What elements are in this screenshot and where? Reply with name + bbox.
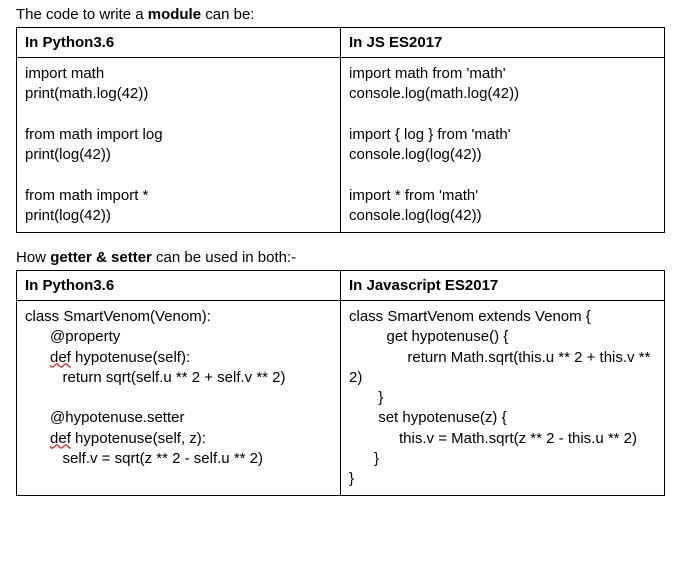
code-line: set hypotenuse(z) { [349, 409, 507, 426]
code-line-rest: hypotenuse(self): [71, 349, 190, 366]
intro-bold: module [148, 6, 201, 23]
section2-intro: How getter & setter can be used in both:… [16, 249, 665, 266]
python-getset-cell: class SmartVenom(Venom): @property def h… [17, 301, 341, 496]
code-line: this.v = Math.sqrt(z ** 2 - this.u ** 2) [349, 430, 637, 447]
code-line: from math import log [25, 126, 163, 143]
code-line: print(log(42)) [25, 146, 111, 163]
table-row: import math print(math.log(42)) from mat… [17, 58, 665, 233]
code-line: } [349, 389, 383, 406]
code-line: console.log(log(42)) [349, 146, 482, 163]
header-python: In Python3.6 [17, 271, 341, 301]
code-line: } [349, 450, 379, 467]
intro-bold: getter & setter [50, 249, 152, 266]
page-content: The code to write a module can be: In Py… [0, 0, 681, 528]
js-getset-cell: class SmartVenom extends Venom { get hyp… [341, 301, 665, 496]
code-block: import math from 'math' console.log(math… [349, 64, 656, 226]
code-line-indent [25, 430, 50, 447]
table-header-row: In Python3.6 In JS ES2017 [17, 28, 665, 58]
code-block: class SmartVenom(Venom): @property def h… [25, 307, 332, 469]
code-line: @hypotenuse.setter [25, 409, 184, 426]
code-line: } [349, 470, 354, 487]
header-js: In Javascript ES2017 [341, 271, 665, 301]
intro-text-post: can be used in both:- [152, 249, 296, 266]
def-keyword: def [50, 430, 71, 447]
def-keyword: def [50, 349, 71, 366]
code-line: class SmartVenom(Venom): [25, 308, 211, 325]
header-python: In Python3.6 [17, 28, 341, 58]
code-line: from math import * [25, 187, 148, 204]
module-comparison-table: In Python3.6 In JS ES2017 import math pr… [16, 27, 665, 233]
code-line-rest: hypotenuse(self, z): [71, 430, 206, 447]
getter-setter-table: In Python3.6 In Javascript ES2017 class … [16, 270, 665, 496]
table-header-row: In Python3.6 In Javascript ES2017 [17, 271, 665, 301]
section1-intro: The code to write a module can be: [16, 6, 665, 23]
code-line: print(math.log(42)) [25, 85, 148, 102]
code-line: self.v = sqrt(z ** 2 - self.u ** 2) [25, 450, 263, 467]
python-module-cell: import math print(math.log(42)) from mat… [17, 58, 341, 233]
code-line: get hypotenuse() { [349, 328, 508, 345]
code-block: import math print(math.log(42)) from mat… [25, 64, 332, 226]
code-line: console.log(math.log(42)) [349, 85, 519, 102]
code-line: @property [25, 328, 120, 345]
code-line: print(log(42)) [25, 207, 111, 224]
code-line: import * from 'math' [349, 187, 478, 204]
code-line: import math [25, 65, 104, 82]
code-line: return Math.sqrt(this.u ** 2 + this.v **… [349, 349, 655, 386]
code-line: return sqrt(self.u ** 2 + self.v ** 2) [25, 369, 286, 386]
js-module-cell: import math from 'math' console.log(math… [341, 58, 665, 233]
intro-text: The code to write a [16, 6, 148, 23]
table-row: class SmartVenom(Venom): @property def h… [17, 301, 665, 496]
intro-text: How [16, 249, 50, 266]
header-js: In JS ES2017 [341, 28, 665, 58]
code-line: console.log(log(42)) [349, 207, 482, 224]
code-line: import { log } from 'math' [349, 126, 511, 143]
intro-text-post: can be: [201, 6, 254, 23]
code-line: class SmartVenom extends Venom { [349, 308, 591, 325]
code-line-indent [25, 349, 50, 366]
code-block: class SmartVenom extends Venom { get hyp… [349, 307, 656, 489]
code-line: import math from 'math' [349, 65, 506, 82]
